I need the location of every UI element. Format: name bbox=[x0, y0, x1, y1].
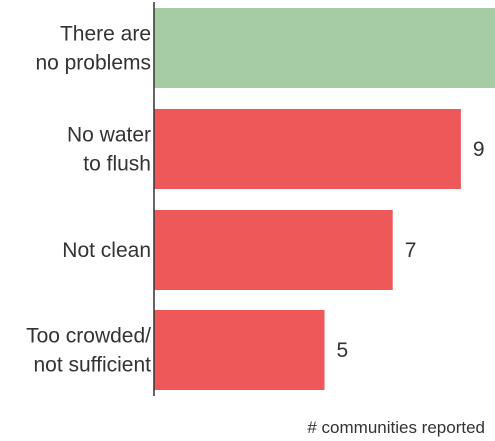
category-label-1-line-1: to flush bbox=[83, 153, 151, 176]
category-label-0-line-0: There are bbox=[60, 23, 151, 46]
bar-0 bbox=[154, 8, 495, 88]
category-label-3-line-1: not sufficient bbox=[33, 354, 151, 377]
bars-group bbox=[154, 8, 495, 390]
value-label-2: 7 bbox=[405, 239, 417, 262]
value-label-1: 9 bbox=[473, 138, 485, 161]
category-label-1-line-0: No water bbox=[67, 124, 151, 147]
category-label-3-line-0: Too crowded/ bbox=[26, 325, 151, 348]
bar-2 bbox=[154, 210, 393, 290]
category-label-0-line-1: no problems bbox=[35, 52, 151, 75]
category-label-2-line-0: Not clean bbox=[62, 239, 151, 262]
x-axis-title: # communities reported bbox=[307, 418, 485, 437]
category-labels-group: There are no problems No water to flush Not … bbox=[26, 23, 151, 377]
bar-3 bbox=[154, 310, 325, 390]
bar-1 bbox=[154, 109, 461, 189]
value-label-3: 5 bbox=[337, 339, 349, 362]
